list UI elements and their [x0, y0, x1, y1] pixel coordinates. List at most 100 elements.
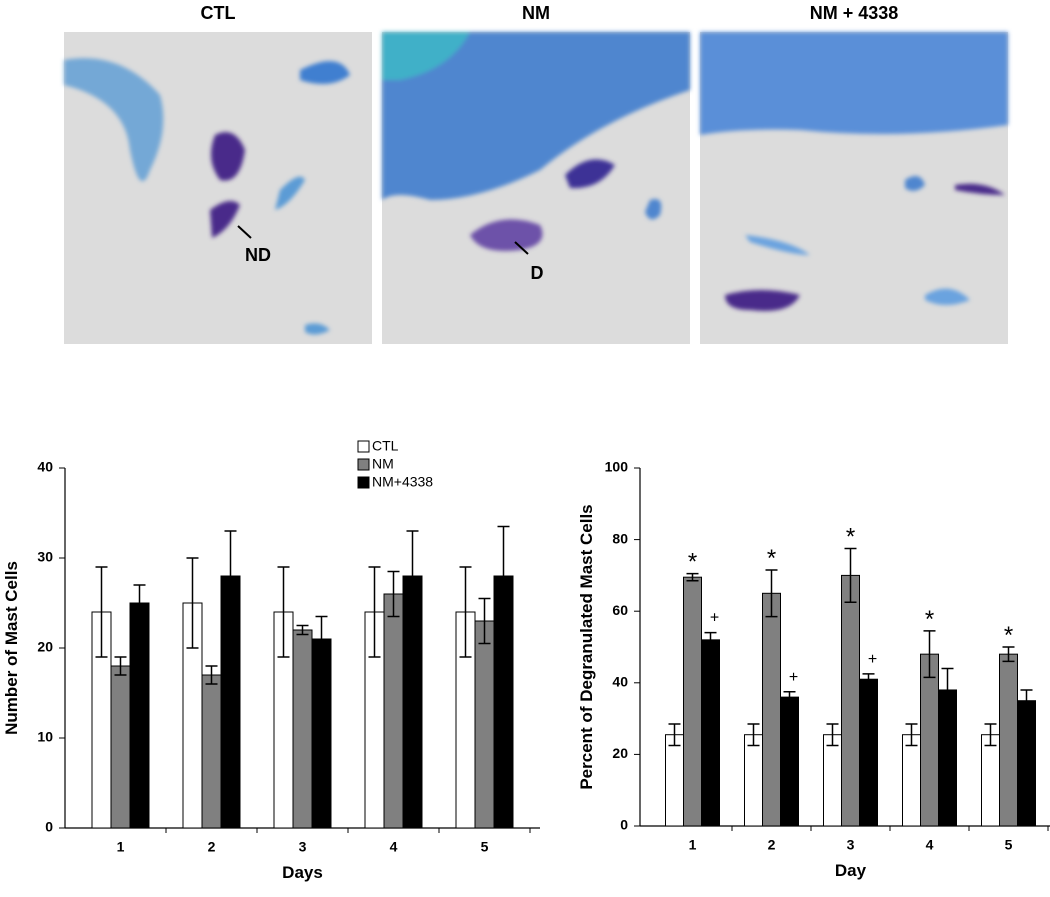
- y-tick-label: 30: [37, 549, 53, 565]
- legend-label: CTL: [372, 438, 399, 454]
- significance-marker: *: [1004, 622, 1013, 649]
- bar: [823, 734, 842, 827]
- y-tick-label: 0: [45, 819, 53, 835]
- bar: [311, 638, 332, 829]
- bar: [110, 665, 131, 829]
- significance-marker: *: [846, 524, 855, 551]
- bar: [920, 653, 939, 827]
- significance-marker: *: [688, 549, 697, 576]
- bar: [902, 734, 921, 827]
- x-tick-label: 3: [847, 837, 855, 853]
- legend-swatch: [357, 458, 370, 471]
- error-bar: [478, 597, 491, 645]
- bar: [129, 602, 150, 829]
- error-bar: [133, 584, 146, 622]
- error-bar: [765, 569, 778, 618]
- x-tick-label: 5: [481, 839, 489, 855]
- error-bar: [406, 530, 419, 622]
- y-axis-label: Percent of Degranulated Mast Cells: [577, 504, 596, 789]
- y-tick-label: 60: [612, 602, 628, 618]
- y-tick-label: 40: [612, 674, 628, 690]
- micrograph-nm: [382, 32, 690, 344]
- error-bar: [296, 624, 309, 636]
- significance-marker: +: [868, 651, 877, 668]
- bar: [665, 734, 684, 827]
- error-bar: [747, 723, 760, 747]
- error-bar: [95, 566, 108, 658]
- error-bar: [1020, 689, 1033, 713]
- x-tick-label: 1: [117, 839, 125, 855]
- error-bar: [497, 525, 510, 627]
- error-bar: [984, 723, 997, 747]
- x-axis-label: Day: [835, 861, 867, 880]
- error-bar: [844, 547, 857, 603]
- significance-marker: +: [710, 610, 719, 627]
- x-tick-label: 2: [208, 839, 216, 855]
- legend-label: NM: [372, 456, 394, 472]
- bar: [762, 592, 781, 827]
- bar: [701, 639, 720, 827]
- error-bar: [387, 570, 400, 618]
- bar: [999, 653, 1018, 827]
- panel-title: NM: [522, 3, 550, 23]
- bar: [744, 734, 763, 827]
- bar: [292, 629, 313, 829]
- error-bar: [205, 665, 218, 685]
- x-tick-label: 3: [299, 839, 307, 855]
- error-bar: [941, 667, 954, 713]
- x-tick-label: 5: [1005, 837, 1013, 853]
- error-bar: [186, 557, 199, 649]
- y-tick-label: 0: [620, 817, 628, 833]
- y-tick-label: 10: [37, 729, 53, 745]
- cell-annotation: ND: [245, 245, 271, 265]
- error-bar: [277, 566, 290, 658]
- bar: [1017, 700, 1036, 827]
- x-tick-label: 2: [768, 837, 776, 853]
- bar: [383, 593, 404, 829]
- panel-title: NM + 4338: [810, 3, 899, 23]
- y-tick-label: 100: [605, 459, 629, 475]
- cell-annotation: D: [531, 263, 544, 283]
- y-tick-label: 20: [612, 745, 628, 761]
- y-tick-label: 20: [37, 639, 53, 655]
- legend-swatch: [357, 476, 370, 489]
- bar: [981, 734, 1000, 827]
- bar: [780, 696, 799, 827]
- error-bar: [1002, 646, 1015, 663]
- bar: [474, 620, 495, 829]
- significance-marker: *: [925, 606, 934, 633]
- error-bar: [826, 723, 839, 747]
- y-axis-label: Number of Mast Cells: [2, 561, 21, 735]
- panel-title: CTL: [201, 3, 236, 23]
- x-tick-label: 1: [689, 837, 697, 853]
- bar: [201, 674, 222, 829]
- bar: [841, 574, 860, 827]
- error-bar: [668, 723, 681, 747]
- error-bar: [923, 630, 936, 679]
- bar: [859, 678, 878, 827]
- error-bar: [704, 631, 717, 648]
- significance-marker: +: [789, 669, 798, 686]
- x-tick-label: 4: [390, 839, 398, 855]
- micrograph-nm-4338: [700, 32, 1008, 344]
- bar: [683, 576, 702, 827]
- error-bar: [459, 566, 472, 658]
- legend-label: NM+4338: [372, 474, 433, 490]
- legend-swatch: [357, 440, 370, 453]
- micrograph-ctl: [64, 32, 372, 344]
- error-bar: [315, 615, 328, 663]
- error-bar: [114, 656, 127, 676]
- y-tick-label: 40: [37, 459, 53, 475]
- error-bar: [862, 673, 875, 686]
- error-bar: [224, 530, 237, 622]
- y-tick-label: 80: [612, 530, 628, 546]
- error-bar: [368, 566, 381, 658]
- x-tick-label: 4: [926, 837, 934, 853]
- error-bar: [905, 723, 918, 747]
- error-bar: [686, 572, 699, 582]
- significance-marker: *: [767, 545, 776, 572]
- x-axis-label: Days: [282, 863, 323, 882]
- error-bar: [783, 691, 796, 704]
